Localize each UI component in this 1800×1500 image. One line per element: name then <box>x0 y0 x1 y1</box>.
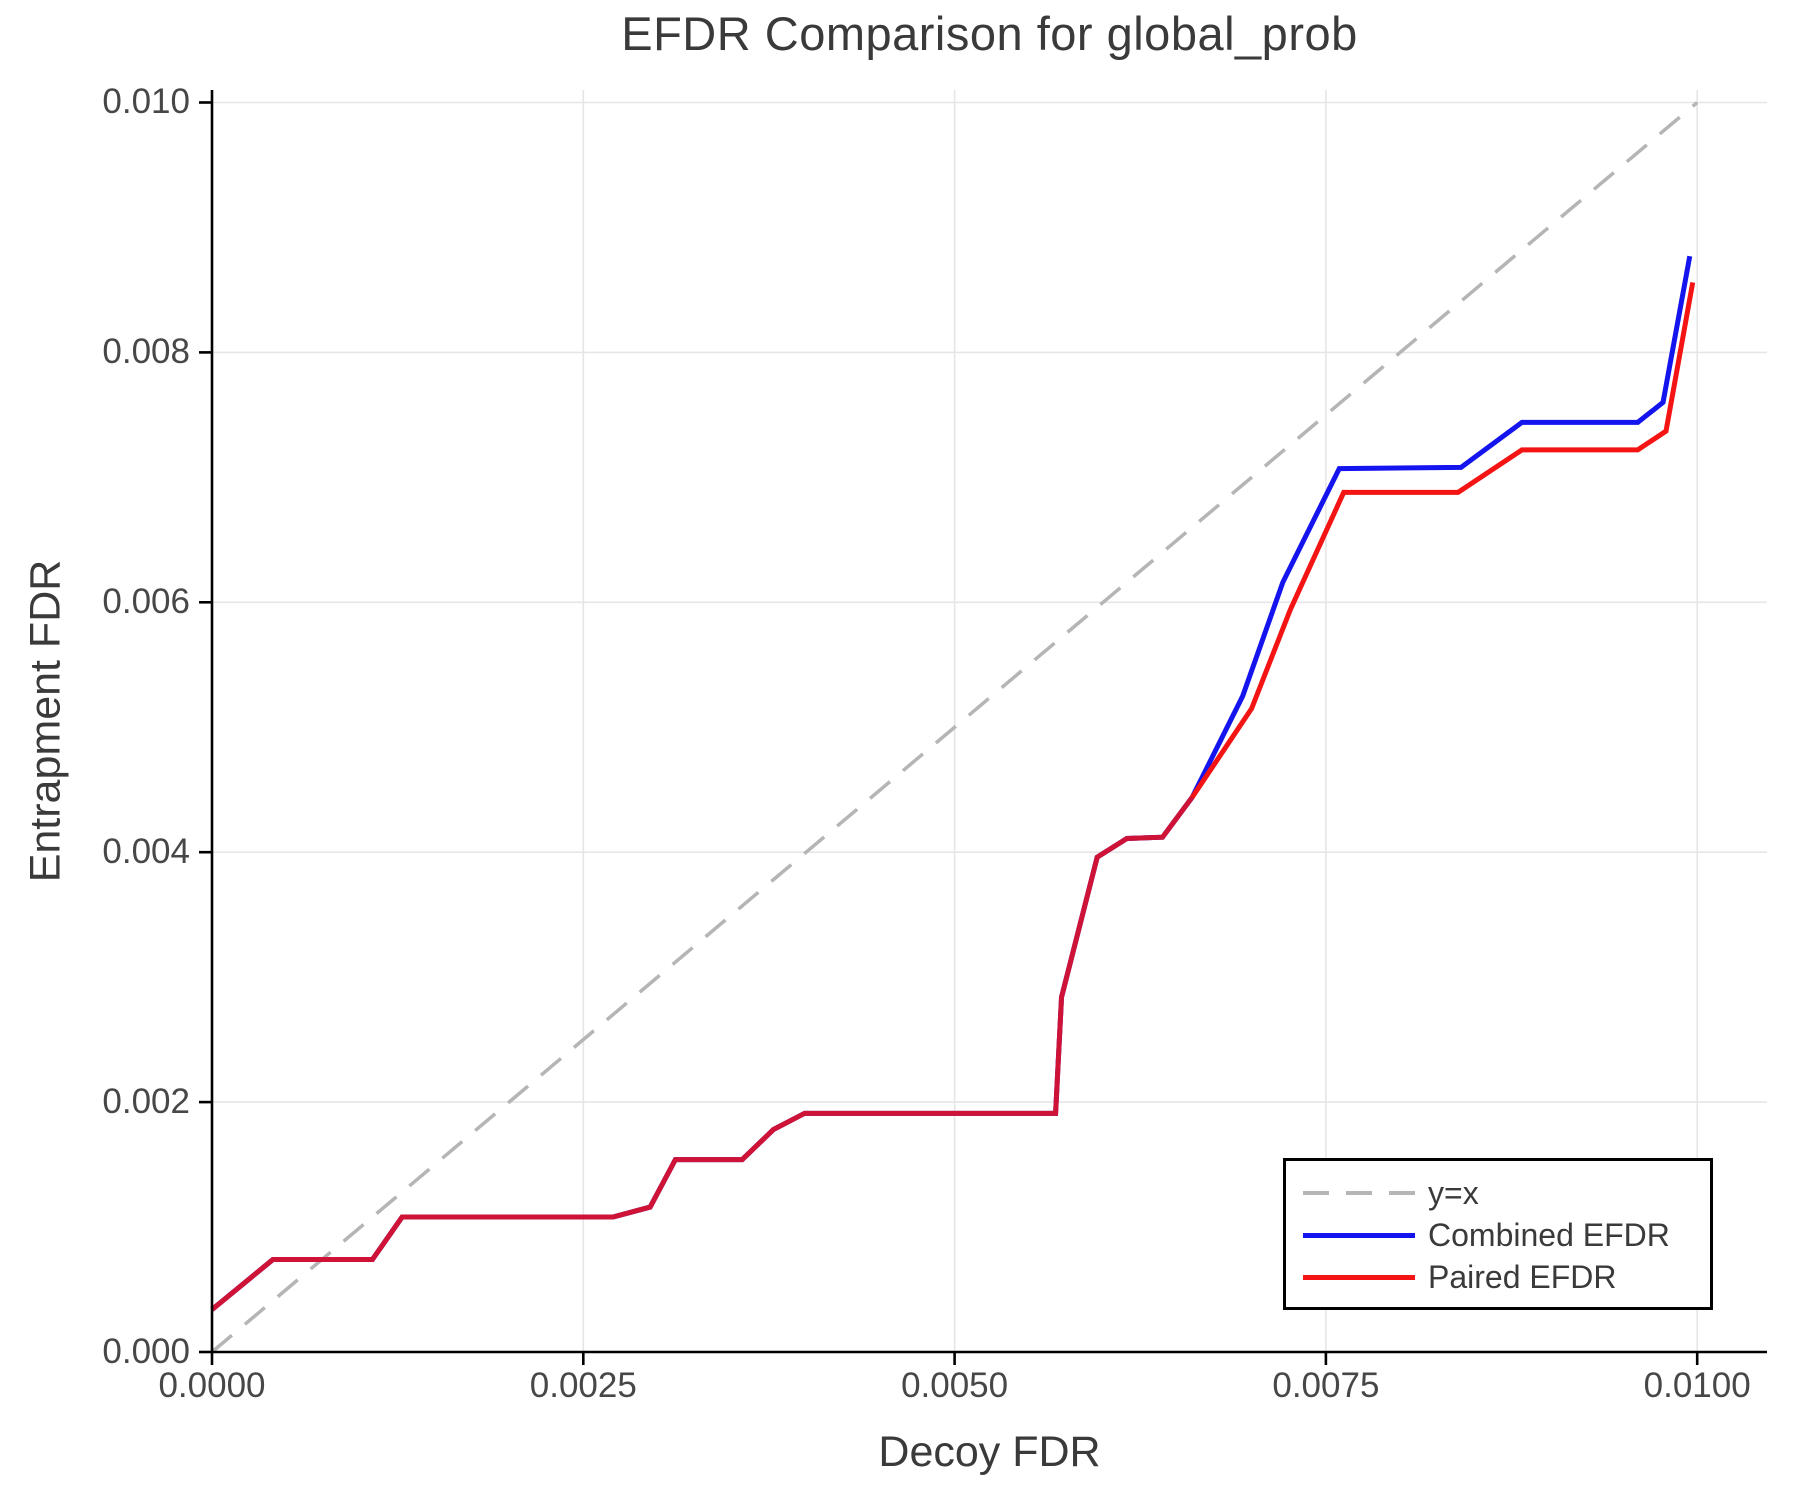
y-tick-label: 0.000 <box>102 1332 190 1371</box>
legend: y=x Combined EFDR Paired EFDR <box>1283 1158 1713 1310</box>
y-tick-label: 0.006 <box>102 582 190 622</box>
x-tick-label: 0.0075 <box>1272 1366 1380 1405</box>
x-tick-label: 0.0000 <box>158 1366 266 1405</box>
y-tick-label: 0.002 <box>102 1082 190 1122</box>
y-axis-label: Entrapment FDR <box>21 559 70 883</box>
y-tick-label: 0.008 <box>102 332 190 372</box>
x-tick-label: 0.0025 <box>529 1366 637 1405</box>
series-line-y-x <box>210 101 1699 1354</box>
x-axis-label: Decoy FDR <box>878 1428 1101 1476</box>
legend-dashed-line-icon <box>1303 1191 1415 1195</box>
x-tick-label: 0.0100 <box>1643 1366 1751 1405</box>
legend-row: Paired EFDR <box>1303 1256 1710 1298</box>
series-line-combined-efdr <box>210 255 1693 1312</box>
series-overlap-line <box>210 795 1195 1312</box>
legend-label: Combined EFDR <box>1428 1217 1670 1253</box>
chart-title: EFDR Comparison for global_prob <box>621 7 1358 60</box>
series-line-paired-efdr <box>210 281 1696 1312</box>
legend-row: Combined EFDR <box>1303 1214 1710 1256</box>
y-tick-label: 0.010 <box>102 82 190 122</box>
legend-label: Paired EFDR <box>1428 1259 1617 1295</box>
y-tick-label: 0.004 <box>102 832 190 872</box>
x-tick-label: 0.0050 <box>901 1366 1009 1405</box>
legend-label: y=x <box>1428 1175 1479 1211</box>
legend-line-icon <box>1303 1232 1415 1238</box>
legend-line-icon <box>1303 1274 1415 1280</box>
legend-row: y=x <box>1303 1172 1710 1214</box>
